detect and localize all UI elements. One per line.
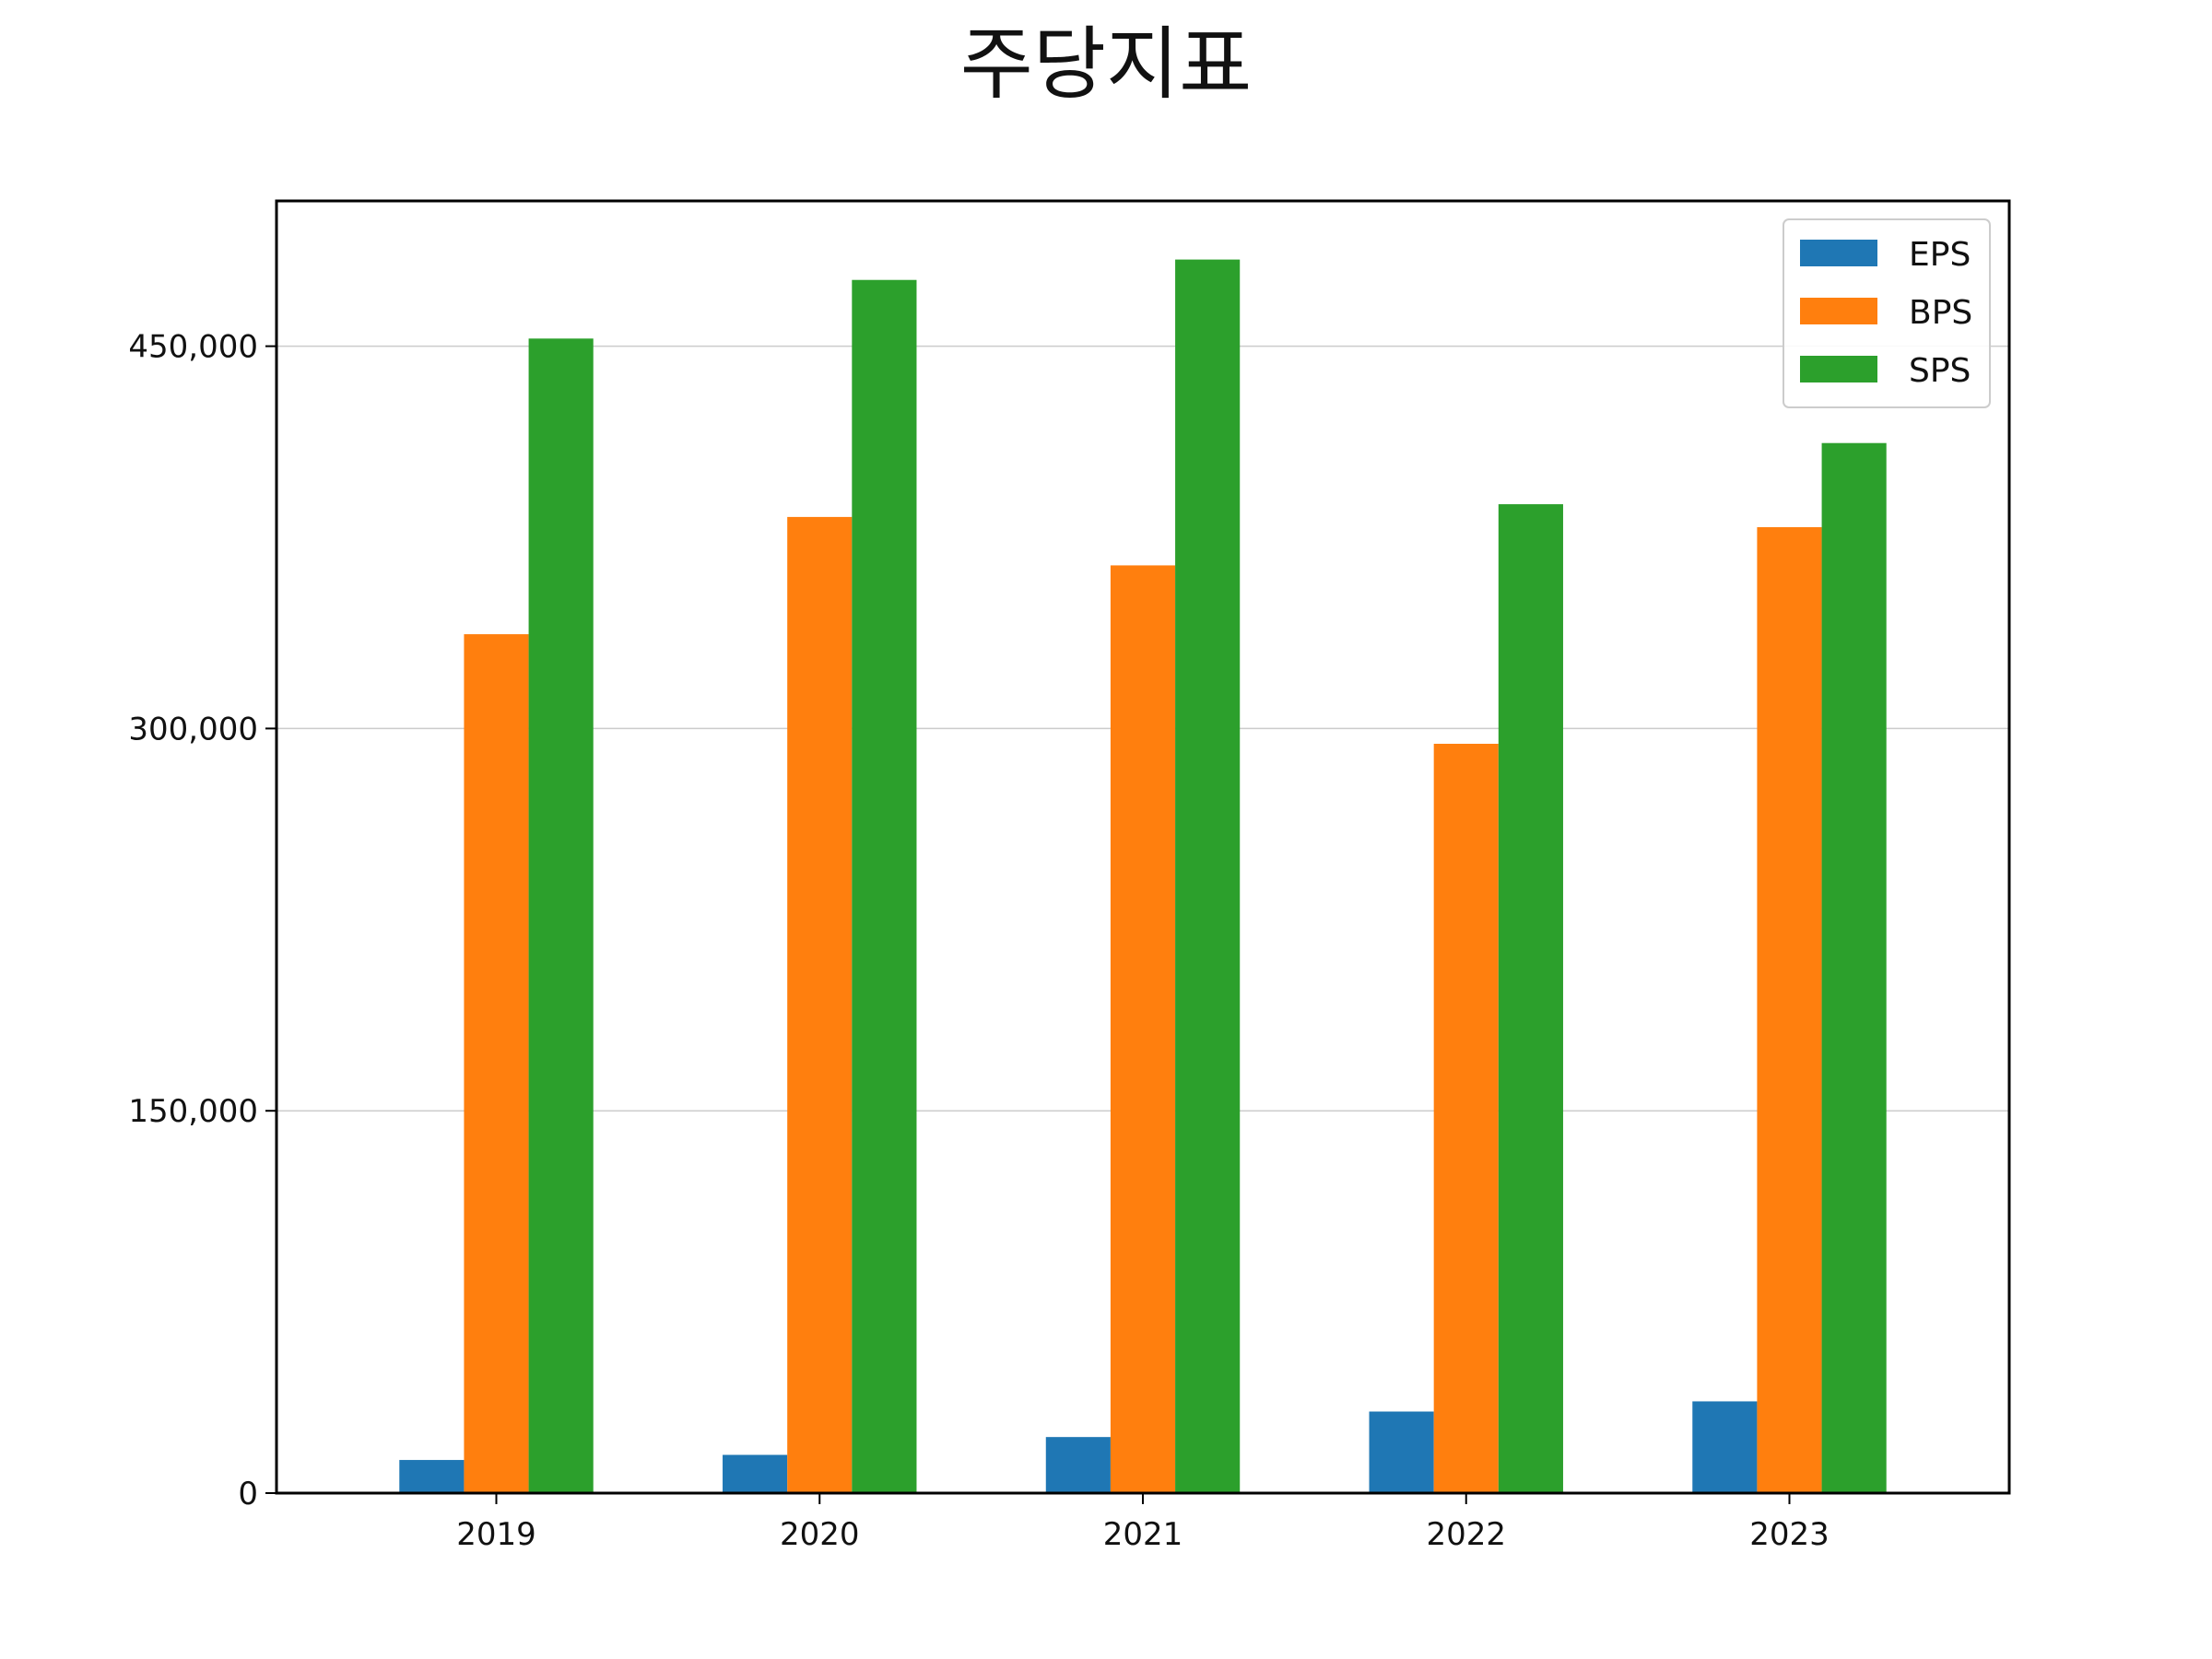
bar-sps-2023 (1821, 442, 1887, 1494)
bar-eps-2021 (1045, 1437, 1111, 1493)
legend-label-bps: BPS (1909, 294, 1972, 332)
bar-eps-2022 (1369, 1411, 1434, 1493)
bar-bps-2023 (1757, 526, 1822, 1494)
x-tick-label: 2020 (780, 1516, 860, 1553)
y-tick-label: 0 (238, 1476, 258, 1512)
legend-swatch-bps (1800, 298, 1877, 324)
bar-bps-2019 (464, 634, 529, 1493)
x-tick-label: 2023 (1749, 1516, 1830, 1553)
legend-label-sps: SPS (1909, 352, 1971, 390)
axes: 0 150,000 300,000 450,000 2019 2020 2021 2022 20… (128, 329, 1829, 1553)
legend-label-eps: EPS (1909, 236, 1971, 274)
bar-eps-2023 (1692, 1401, 1758, 1493)
bar-sps-2021 (1175, 259, 1241, 1494)
bar-sps-2020 (852, 279, 917, 1493)
legend: EPS BPS SPS (1783, 218, 1991, 408)
bar-eps-2019 (399, 1460, 465, 1493)
chart-title: 주당지표 (959, 18, 1253, 111)
y-tick-label: 300,000 (128, 711, 258, 747)
bar-eps-2020 (723, 1454, 788, 1493)
x-tick-label: 2019 (456, 1516, 536, 1553)
y-tick-label: 150,000 (128, 1093, 258, 1130)
legend-swatch-sps (1800, 356, 1877, 382)
bar-sps-2019 (528, 338, 594, 1493)
x-tick-label: 2021 (1103, 1516, 1183, 1553)
legend-swatch-eps (1800, 240, 1877, 266)
bar-bps-2020 (787, 516, 853, 1493)
bar-bps-2021 (1110, 565, 1176, 1493)
bar-sps-2022 (1498, 504, 1563, 1493)
y-tick-label: 450,000 (128, 329, 258, 366)
bar-bps-2022 (1433, 744, 1499, 1493)
x-tick-label: 2022 (1426, 1516, 1506, 1553)
bars (399, 259, 1887, 1494)
